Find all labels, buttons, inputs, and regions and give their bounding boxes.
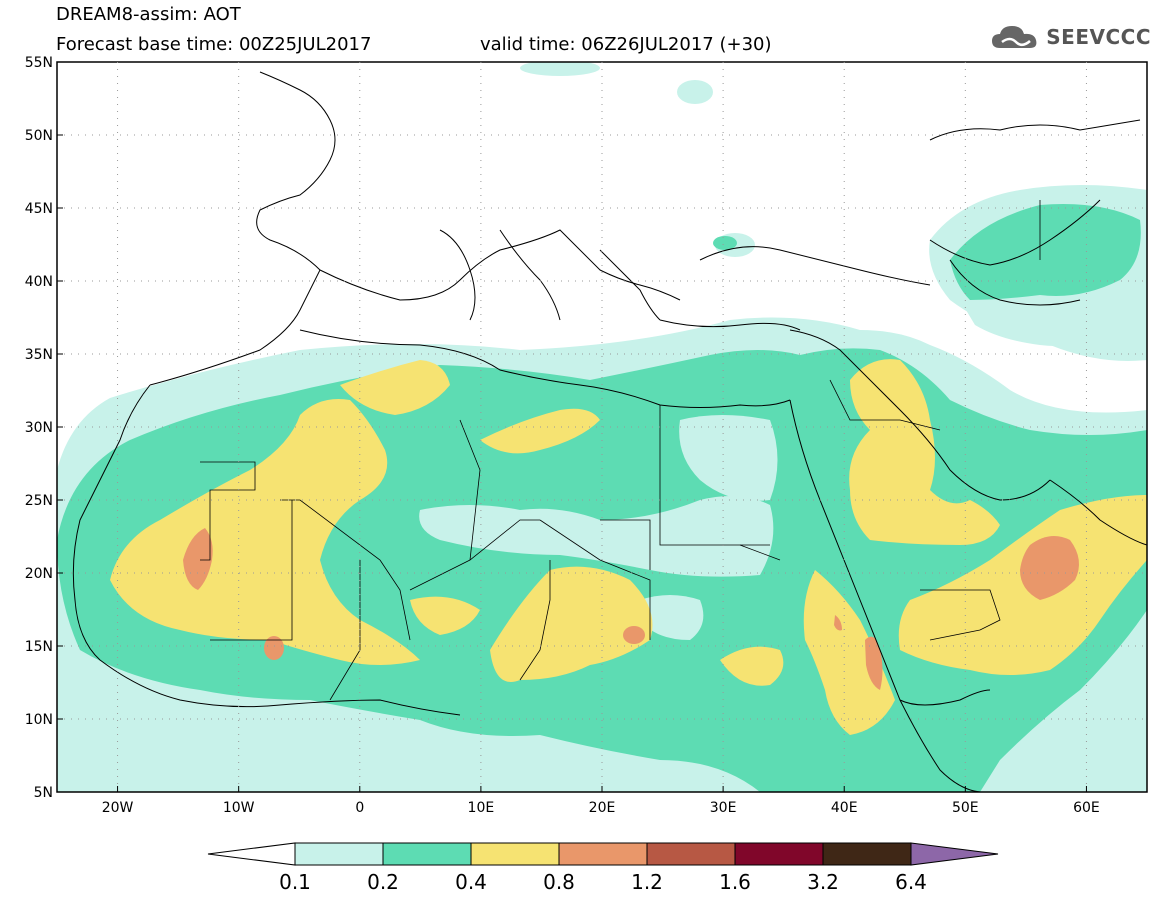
lon-tick-label: 30E <box>710 800 737 816</box>
colorbar-min-arrow <box>207 842 296 866</box>
colorbar-label: 0.4 <box>455 870 487 894</box>
colorbar-label: 6.4 <box>895 870 927 894</box>
colorbar-swatch <box>294 842 384 866</box>
colorbar-swatch <box>382 842 472 866</box>
lat-tick-label: 40N <box>25 274 53 290</box>
colorbar-swatch <box>734 842 824 866</box>
cloud-logo-icon <box>992 26 1037 48</box>
coastlines <box>72 71 1147 792</box>
aot-level-0-8 <box>183 528 1079 690</box>
aot-level-0-1-inner <box>419 300 1100 640</box>
lon-tick-label: 20E <box>589 800 616 816</box>
lat-tick-label: 30N <box>25 420 53 436</box>
lat-tick-label: 10N <box>25 712 53 728</box>
colorbar-max-arrow <box>910 842 999 866</box>
forecast-base-time: Forecast base time: 00Z25JUL2017 <box>56 34 372 55</box>
aot-level-0-4 <box>110 359 1147 735</box>
colorbar-label: 0.8 <box>543 870 575 894</box>
lon-tick-label: 40E <box>831 800 858 816</box>
colorbar-swatch <box>558 842 648 866</box>
colorbar-swatch <box>646 842 736 866</box>
graticule <box>57 61 1147 793</box>
borders <box>200 200 1041 701</box>
lat-tick-label: 55N <box>25 55 53 71</box>
lon-tick-label: 10E <box>468 800 495 816</box>
colorbar-label: 0.1 <box>279 870 311 894</box>
seevccc-logo: SEEVCCC <box>990 22 1151 52</box>
lat-tick-label: 15N <box>25 639 53 655</box>
map-title: DREAM8-assim: AOT <box>56 4 241 25</box>
lat-tick-label: 45N <box>25 201 53 217</box>
lat-tick-label: 25N <box>25 493 53 509</box>
colorbar-label: 3.2 <box>807 870 839 894</box>
latitude-labels: 55N 50N 45N 40N 35N 30N 25N 20N 15N 10N 5N <box>25 55 53 801</box>
colorbar-swatch <box>470 842 560 866</box>
lon-tick-label: 50E <box>952 800 979 816</box>
lat-tick-label: 35N <box>25 347 53 363</box>
logo-text: SEEVCCC <box>1046 25 1151 49</box>
colorbar-label: 1.6 <box>719 870 751 894</box>
lon-tick-label: 60E <box>1073 800 1100 816</box>
lon-tick-label: 20W <box>102 800 134 816</box>
lon-tick-label: 0 <box>355 800 364 816</box>
lat-tick-label: 5N <box>34 785 53 801</box>
lat-tick-label: 20N <box>25 566 53 582</box>
lon-tick-label: 10W <box>223 800 255 816</box>
lat-tick-label: 50N <box>25 128 53 144</box>
colorbar-swatch <box>822 842 912 866</box>
colorbar-label: 1.2 <box>631 870 663 894</box>
valid-time: valid time: 06Z26JUL2017 (+30) <box>480 34 772 55</box>
longitude-labels: 20W 10W 0 10E 20E 30E 40E 50E 60E <box>102 800 1100 816</box>
colorbar: 0.1 0.2 0.4 0.8 1.2 1.6 3.2 6.4 <box>207 842 999 894</box>
colorbar-label: 0.2 <box>367 870 399 894</box>
